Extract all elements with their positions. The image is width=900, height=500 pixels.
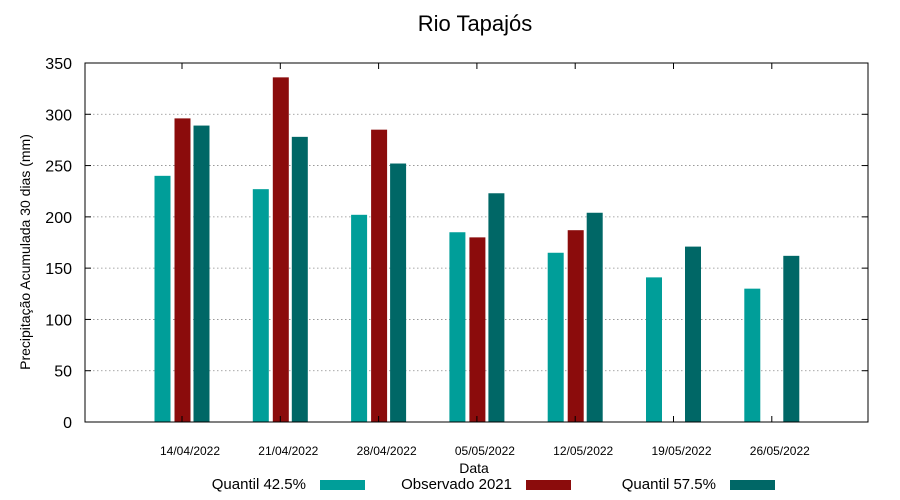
legend-label-quantil-42-5: Quantil 42.5% — [212, 476, 306, 493]
x-tick-label: 05/05/2022 — [455, 444, 515, 458]
legend-swatch-quantil-57-5 — [730, 480, 775, 490]
x-tick-label: 12/05/2022 — [553, 444, 613, 458]
y-tick-label: 150 — [45, 261, 72, 278]
bar-quantil-57-5-14-04-2022 — [193, 125, 210, 422]
bar-observado-2021-12-05-2022 — [567, 230, 584, 422]
bar-quantil-57-5-26-05-2022 — [783, 255, 800, 422]
x-tick-label: 28/04/2022 — [357, 444, 417, 458]
bar-quantil-57-5-19-05-2022 — [685, 246, 701, 422]
bar-quantil-42-5-14-04-2022 — [154, 175, 171, 422]
bar-quantil-42-5-19-05-2022 — [646, 277, 662, 422]
bar-observado-2021-21-04-2022 — [272, 77, 289, 423]
bar-quantil-57-5-28-04-2022 — [390, 163, 407, 422]
chart-title: Rio Tapajós — [418, 11, 533, 36]
y-axis-ticks: 0 50 100 150 200 250 300 350 — [45, 56, 868, 432]
bar-observado-2021-28-04-2022 — [371, 129, 388, 422]
grid-lines — [85, 113, 868, 372]
bar-quantil-57-5-12-05-2022 — [586, 212, 603, 422]
x-axis-label: Data — [459, 460, 489, 476]
bar-quantil-42-5-05-05-2022 — [449, 232, 466, 422]
x-axis-ticks: 14/04/2022 21/04/2022 28/04/2022 05/05/2022… — [160, 63, 810, 458]
bar-quantil-42-5-21-04-2022 — [252, 189, 269, 422]
bar-quantil-42-5-12-05-2022 — [547, 252, 564, 422]
bar-observado-2021-14-04-2022 — [174, 118, 191, 422]
y-tick-label: 350 — [45, 56, 72, 73]
legend: Quantil 42.5% Observado 2021 Quantil 57.5% — [212, 476, 775, 493]
x-tick-label: 26/05/2022 — [750, 444, 810, 458]
legend-swatch-observado-2021 — [526, 480, 571, 490]
x-tick-label: 14/04/2022 — [160, 444, 220, 458]
legend-label-quantil-57-5: Quantil 57.5% — [622, 476, 716, 493]
bar-quantil-42-5-26-05-2022 — [744, 288, 761, 422]
y-tick-label: 0 — [63, 415, 72, 432]
y-tick-label: 250 — [45, 159, 72, 176]
y-tick-label: 100 — [45, 312, 72, 329]
legend-label-observado-2021: Observado 2021 — [401, 476, 512, 493]
bars — [154, 77, 800, 423]
bar-quantil-57-5-05-05-2022 — [488, 193, 505, 422]
bar-quantil-57-5-21-04-2022 — [291, 136, 308, 422]
y-tick-label: 300 — [45, 107, 72, 124]
x-tick-label: 21/04/2022 — [258, 444, 318, 458]
y-tick-label: 200 — [45, 210, 72, 227]
bar-quantil-42-5-28-04-2022 — [351, 214, 368, 422]
bar-observado-2021-05-05-2022 — [469, 237, 486, 422]
legend-swatch-quantil-42-5 — [320, 480, 365, 490]
x-tick-label: 19/05/2022 — [651, 444, 711, 458]
y-tick-label: 50 — [54, 364, 72, 381]
y-axis-label: Precipitação Acumulada 30 dias (mm) — [17, 134, 33, 370]
